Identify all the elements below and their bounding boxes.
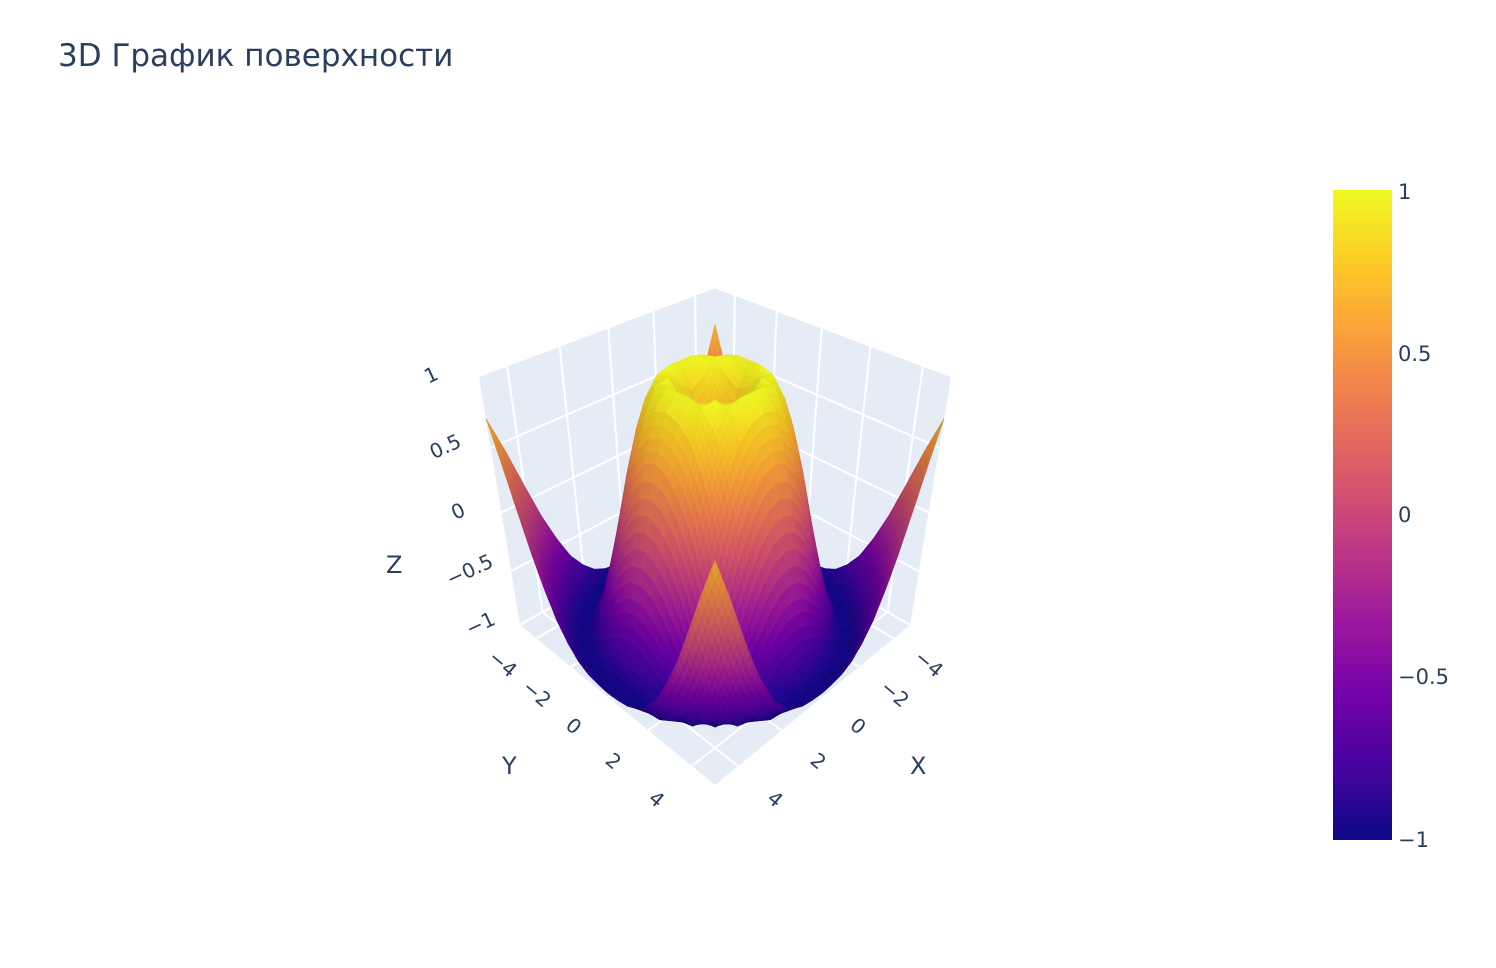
x-gridline bbox=[558, 345, 587, 588]
surface-plot[interactable] bbox=[485, 324, 945, 728]
chart-title: 3D График поверхности bbox=[58, 38, 454, 74]
z-gridline bbox=[714, 286, 952, 378]
y-gridline bbox=[843, 345, 872, 588]
surface-facet bbox=[712, 324, 718, 345]
z-gridline bbox=[478, 286, 716, 378]
